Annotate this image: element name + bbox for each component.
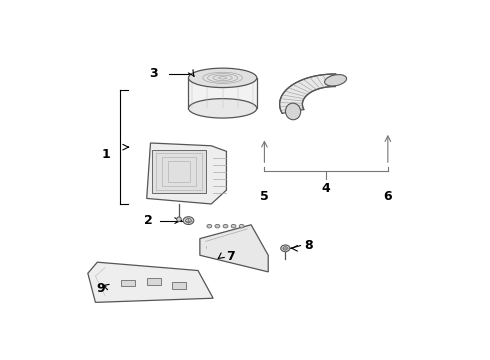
Text: 1: 1 [102,148,111,161]
Ellipse shape [177,217,181,221]
Ellipse shape [286,103,301,120]
Ellipse shape [189,68,257,87]
Polygon shape [88,262,213,302]
Ellipse shape [183,217,194,225]
Polygon shape [172,283,186,289]
Polygon shape [147,143,226,204]
Text: 9: 9 [97,282,105,295]
Ellipse shape [239,224,244,228]
Ellipse shape [281,245,290,252]
Polygon shape [280,74,336,113]
Ellipse shape [324,75,346,86]
Text: 2: 2 [144,214,152,227]
Polygon shape [147,278,161,285]
Ellipse shape [231,224,236,228]
Text: 7: 7 [226,250,235,263]
Text: 8: 8 [304,239,313,252]
Text: 6: 6 [384,190,392,203]
Text: 4: 4 [322,182,330,195]
Text: 3: 3 [149,67,158,80]
Ellipse shape [207,224,212,228]
Polygon shape [121,280,135,286]
Text: 5: 5 [260,190,269,203]
Ellipse shape [283,247,288,250]
Ellipse shape [215,224,220,228]
Bar [189,78,257,108]
Polygon shape [152,150,206,193]
Polygon shape [200,225,268,272]
Ellipse shape [186,219,191,223]
Ellipse shape [189,99,257,118]
Ellipse shape [223,224,228,228]
